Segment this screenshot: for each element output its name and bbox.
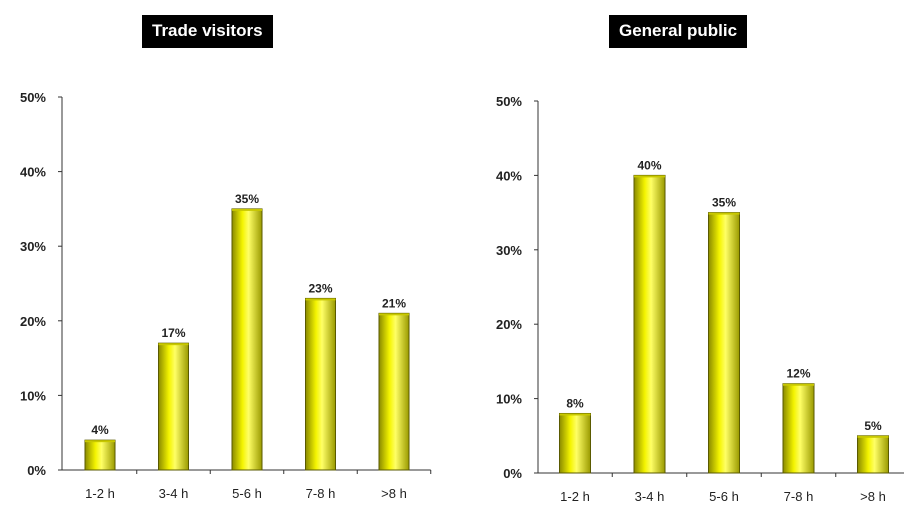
- y-tick-label: 20%: [20, 314, 46, 329]
- bar-top: [158, 343, 189, 346]
- data-label: 4%: [91, 423, 109, 437]
- y-tick-label: 20%: [496, 317, 522, 332]
- x-tick-label: 1-2 h: [560, 489, 590, 504]
- y-tick-label: 0%: [503, 466, 522, 481]
- x-tick-label: 7-8 h: [306, 486, 336, 501]
- y-tick-label: 40%: [496, 168, 522, 183]
- x-tick-label: 3-4 h: [159, 486, 189, 501]
- bar-top: [232, 208, 262, 211]
- data-label: 23%: [308, 281, 332, 295]
- data-label: 40%: [637, 158, 661, 172]
- bar: [158, 342, 189, 471]
- bar-top: [708, 212, 740, 215]
- data-label: 8%: [566, 396, 584, 410]
- bar: [84, 439, 116, 471]
- y-tick-label: 50%: [496, 94, 522, 109]
- bar: [708, 212, 740, 474]
- x-tick-label: >8 h: [381, 486, 407, 501]
- data-label: 21%: [382, 296, 406, 310]
- y-tick-label: 10%: [20, 388, 46, 403]
- bar: [782, 383, 815, 474]
- x-tick-label: >8 h: [860, 489, 886, 504]
- bar: [378, 312, 410, 471]
- data-label: 17%: [161, 326, 185, 340]
- bar: [231, 208, 263, 471]
- x-tick-label: 5-6 h: [232, 486, 262, 501]
- bar: [305, 297, 336, 471]
- bar-top: [783, 383, 814, 386]
- bar: [633, 174, 666, 474]
- chart-title-trade-visitors: Trade visitors: [142, 15, 273, 48]
- y-tick-label: 40%: [20, 165, 46, 180]
- data-label: 35%: [235, 192, 259, 206]
- x-tick-label: 1-2 h: [85, 486, 115, 501]
- x-tick-label: 3-4 h: [635, 489, 665, 504]
- y-tick-label: 10%: [496, 392, 522, 407]
- data-label: 35%: [712, 196, 736, 210]
- x-tick-label: 5-6 h: [709, 489, 739, 504]
- data-label: 12%: [786, 367, 810, 381]
- data-label: 5%: [864, 419, 882, 433]
- y-tick-label: 30%: [496, 243, 522, 258]
- bar-top: [857, 435, 889, 438]
- bar-top: [634, 175, 665, 178]
- y-tick-label: 30%: [20, 239, 46, 254]
- bar-top: [85, 440, 115, 443]
- bar: [857, 435, 889, 474]
- bar-top: [379, 313, 409, 316]
- x-tick-label: 7-8 h: [784, 489, 814, 504]
- bar: [559, 412, 591, 474]
- y-tick-label: 50%: [20, 90, 46, 105]
- y-tick-label: 0%: [27, 463, 46, 478]
- bar-top: [305, 298, 336, 301]
- bar-top: [559, 413, 591, 416]
- chart-title-general-public: General public: [609, 15, 748, 48]
